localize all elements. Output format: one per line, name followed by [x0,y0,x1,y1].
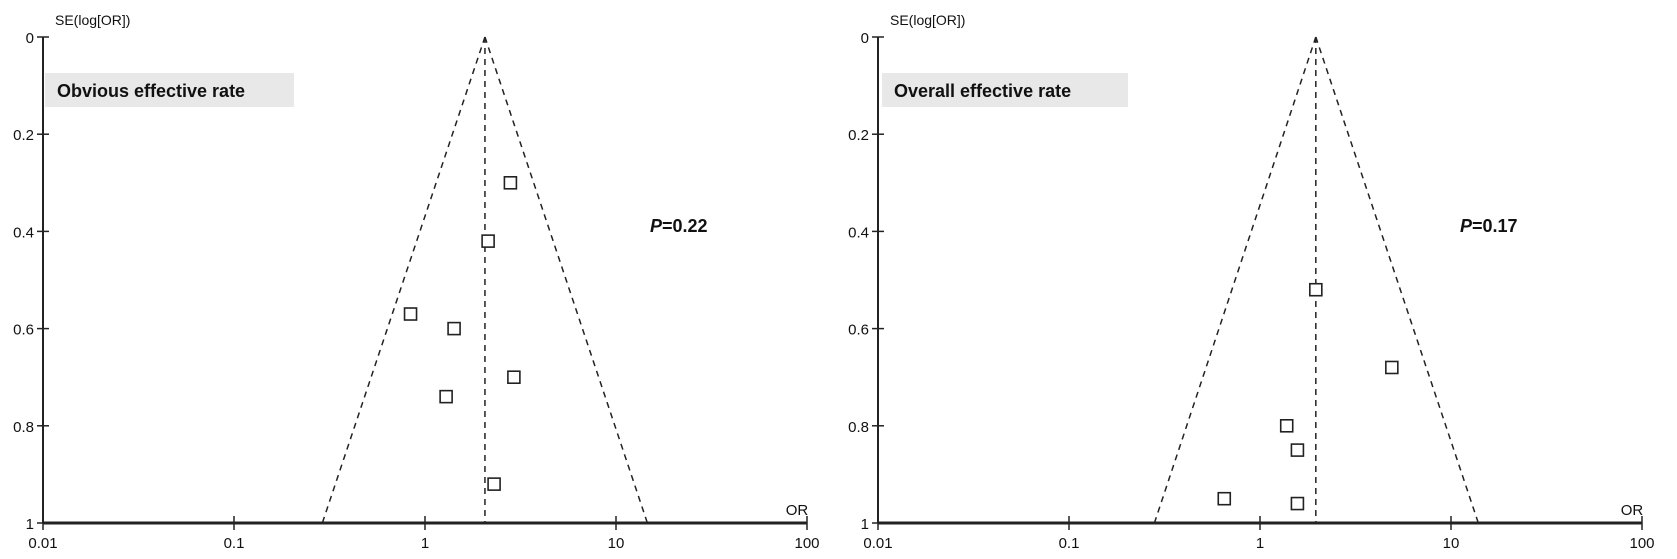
chart-1: 0 0.2 0.4 0.6 0.8 1 0.01 0.1 1 10 100 SE(log[OR]) OR… [13,12,819,552]
study-point [439,389,453,404]
p-value-label: P=0.17 [1460,216,1518,236]
study-point [1290,496,1305,511]
funnel-right-limit [1315,36,1480,524]
x-tick-label: 1 [421,535,429,552]
x-tick-label: 0.01 [863,535,892,552]
x-axis-label: OR [1621,502,1644,519]
title-box [45,73,294,107]
x-axis-label: OR [786,502,809,519]
y-tick-label: 0.4 [848,224,869,241]
study-point [1385,360,1399,375]
y-tick-label: 0.2 [13,127,34,144]
chart-2: 0 0.2 0.4 0.6 0.8 1 0.01 0.1 1 10 100 SE(log[OR]) OR… [848,12,1654,552]
p-value: =0.17 [1472,216,1518,236]
x-tick-label: 0.1 [1059,535,1080,552]
y-tick-label: 0.8 [848,419,869,436]
study-point [1217,491,1232,506]
funnel-left-limit [1153,36,1317,524]
x-tick-label: 1 [1256,535,1264,552]
title-box [882,73,1128,107]
study-point [1279,418,1294,433]
x-tick-label: 100 [794,535,819,552]
y-tick-label: 1 [861,516,869,533]
y-tick-label: 0.6 [848,322,869,339]
funnel-right-limit [484,36,649,524]
p-italic: P [1460,216,1473,236]
y-tick-label: 0.2 [848,127,869,144]
y-tick-label: 0 [26,30,34,47]
study-point [507,370,521,385]
y-tick-label: 0.6 [13,322,34,339]
study-point [1290,443,1305,457]
p-italic: P [650,216,663,236]
study-point [487,477,501,491]
chart-title: Overall effective rate [894,81,1071,101]
x-tick-label: 0.1 [224,535,245,552]
y-axis-label: SE(log[OR]) [55,12,130,28]
x-tick-label: 10 [608,535,625,552]
study-point [447,321,461,336]
y-axis-label: SE(log[OR]) [890,12,965,28]
x-tick-label: 10 [1443,535,1460,552]
y-tick-label: 0.8 [13,419,34,436]
study-point [403,307,418,321]
x-tick-label: 100 [1629,535,1654,552]
x-tick-label: 0.01 [28,535,57,552]
study-point [1309,282,1323,297]
y-tick-label: 0 [861,30,869,47]
study-point [481,234,495,248]
p-value-label: P=0.22 [650,216,708,236]
y-tick-label: 0.4 [13,224,34,241]
chart-title: Obvious effective rate [57,81,245,101]
y-tick-label: 1 [26,516,34,533]
study-point [503,176,518,190]
p-value: =0.22 [662,216,708,236]
funnel-left-limit [321,36,486,524]
